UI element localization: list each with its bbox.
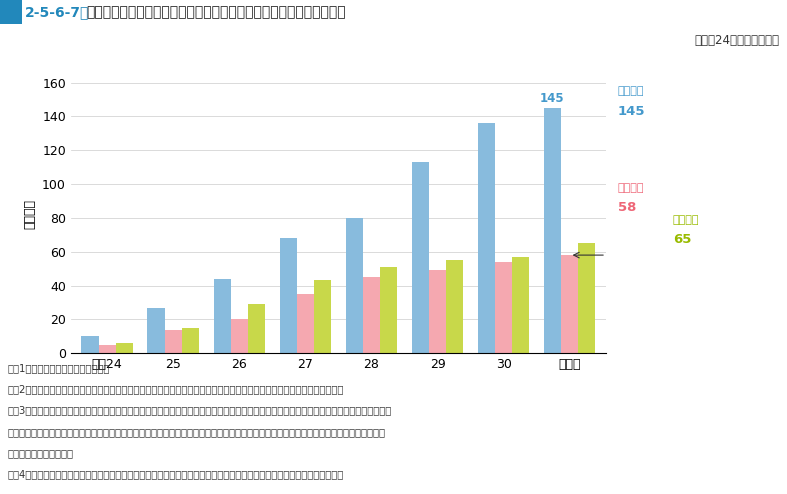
Bar (147, 308, 164, 353)
Text: 2-5-6-7図: 2-5-6-7図 (25, 5, 90, 19)
Bar (544, 108, 561, 353)
Bar (495, 262, 512, 353)
Bar (314, 281, 331, 353)
Bar (561, 255, 578, 353)
Text: 145: 145 (540, 91, 565, 105)
Bar (412, 162, 429, 353)
Bar (279, 238, 297, 353)
Bar (231, 320, 248, 353)
Text: （平成24年～令和元年）: （平成24年～令和元年） (694, 34, 779, 47)
Bar (429, 270, 446, 353)
Y-axis label: （団体）: （団体） (24, 199, 36, 229)
Bar (512, 257, 530, 353)
Text: 入札参加: 入札参加 (618, 86, 645, 96)
Bar (345, 218, 363, 353)
Bar (297, 294, 314, 353)
Bar (98, 345, 116, 353)
FancyBboxPatch shape (0, 0, 22, 24)
Bar (213, 279, 231, 353)
Text: 注　1　法務省保護局の資料による。: 注 1 法務省保護局の資料による。 (8, 363, 110, 373)
Bar (478, 123, 495, 353)
Text: 総合評価: 総合評価 (618, 183, 645, 193)
Text: するものをいう。: するものをいう。 (8, 448, 74, 458)
Text: 場合，あるいは，協力雇用主として保護観察対象者等を雇用した実績がある場合に，社会貢献活動や地域貢献活動として加点し，優遇: 場合，あるいは，協力雇用主として保護観察対象者等を雇用した実績がある場合に，社会… (8, 427, 386, 437)
Bar (446, 260, 464, 353)
Text: 65: 65 (673, 233, 691, 246)
Bar (81, 336, 98, 353)
Text: 145: 145 (618, 105, 645, 118)
Text: 地方公共団体における協力雇用主支援等の取組状況の推移（取組別）: 地方公共団体における協力雇用主支援等の取組状況の推移（取組別） (87, 5, 346, 19)
Bar (380, 267, 397, 353)
Text: 4　「直接雇用」は，地方公共団体が保護観察対象者の就労支援のため非常勤職員として一定期間雇用するものをいう。: 4 「直接雇用」は，地方公共団体が保護観察対象者の就労支援のため非常勤職員として… (8, 469, 344, 479)
Text: 直接雇用: 直接雇用 (673, 215, 700, 225)
Text: 58: 58 (618, 201, 636, 214)
Bar (164, 329, 182, 353)
Bar (578, 243, 596, 353)
Bar (116, 343, 133, 353)
Text: 2　本図は，令和元年末現在において，各取組の実施の事実及び実施した年が確認された地方公共団体の数で作成した。: 2 本図は，令和元年末現在において，各取組の実施の事実及び実施した年が確認された… (8, 384, 344, 394)
Text: 3　「入札参加」は，入札参加資格審査において，「総合評価」は，総合評価落札方式において，それぞれ協力雇用主として登録している: 3 「入札参加」は，入札参加資格審査において，「総合評価」は，総合評価落札方式に… (8, 406, 392, 415)
Bar (363, 277, 380, 353)
Bar (248, 304, 265, 353)
Bar (182, 328, 199, 353)
